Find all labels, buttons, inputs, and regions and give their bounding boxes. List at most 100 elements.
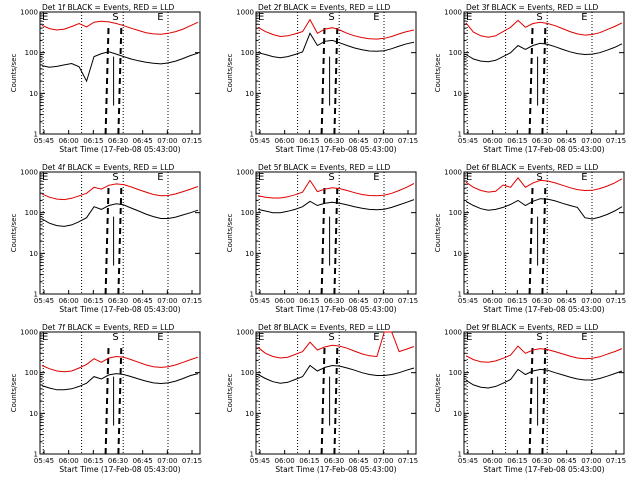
event-marker-label: S xyxy=(328,172,334,183)
slew-dashed-line xyxy=(541,23,547,135)
x-axis-label: Start Time (17-Feb-08 05:43:00) xyxy=(483,305,604,314)
y-axis-label: Counts/sec xyxy=(434,374,442,413)
x-tick-label: 07:00 xyxy=(373,297,393,305)
panel-title: Det 3f BLACK = Events, RED = LLD xyxy=(466,3,599,12)
x-tick-label: 07:00 xyxy=(581,297,601,305)
x-tick-label: 07:15 xyxy=(398,137,418,145)
slew-dashed-line xyxy=(117,343,123,455)
events-series-line xyxy=(465,42,623,63)
y-tick-label: 1 xyxy=(458,291,462,299)
lld-series-line xyxy=(41,20,199,35)
event-marker-label: E xyxy=(373,12,379,23)
event-marker-label: S xyxy=(536,332,542,343)
x-axis-label: Start Time (17-Feb-08 05:43:00) xyxy=(59,465,180,474)
slew-dashed-line xyxy=(528,23,534,135)
event-marker-label: E xyxy=(581,332,587,343)
event-marker-label: E xyxy=(466,172,472,183)
x-tick-label: 06:00 xyxy=(483,297,503,305)
slew-dashed-line xyxy=(320,23,326,135)
y-tick-label: 100 xyxy=(449,369,462,377)
x-tick-label: 06:45 xyxy=(349,137,369,145)
slew-dashed-line xyxy=(333,183,339,295)
slew-dashed-line xyxy=(104,343,110,455)
plot-frame xyxy=(463,11,625,135)
lld-series-line xyxy=(257,179,415,199)
x-tick-label: 06:00 xyxy=(483,137,503,145)
x-tick-label: 07:15 xyxy=(398,297,418,305)
x-tick-label: 05:45 xyxy=(458,457,478,465)
slew-dashed-line xyxy=(117,23,123,135)
x-tick-label: 06:15 xyxy=(507,297,527,305)
event-marker-label: S xyxy=(112,12,118,23)
slew-dashed-line xyxy=(320,343,326,455)
panel-2: Det 2f BLACK = Events, RED = LLD 1 10 100 10… xyxy=(226,3,418,154)
y-tick-label: 1000 xyxy=(20,9,38,17)
x-tick-label: 07:00 xyxy=(157,457,177,465)
event-marker-label: S xyxy=(536,12,542,23)
y-tick-label: 1000 xyxy=(20,329,38,337)
slew-dashed-line xyxy=(320,183,326,295)
x-tick-label: 06:45 xyxy=(133,137,153,145)
x-tick-label: 07:15 xyxy=(606,457,626,465)
x-tick-label: 06:15 xyxy=(299,297,319,305)
event-marker-label: S xyxy=(328,12,334,23)
x-tick-label: 05:45 xyxy=(250,457,270,465)
plot-frame xyxy=(255,331,417,455)
x-tick-label: 06:15 xyxy=(507,457,527,465)
event-marker-label: E xyxy=(258,172,264,183)
x-axis-label: Start Time (17-Feb-08 05:43:00) xyxy=(59,305,180,314)
y-tick-label: 1000 xyxy=(236,329,254,337)
event-marker-label: E xyxy=(258,12,264,23)
x-tick-label: 06:00 xyxy=(275,137,295,145)
y-tick-label: 100 xyxy=(25,209,38,217)
x-tick-label: 06:00 xyxy=(275,297,295,305)
x-tick-label: 07:00 xyxy=(373,457,393,465)
y-axis-label: Counts/sec xyxy=(10,54,18,93)
y-tick-label: 1000 xyxy=(236,169,254,177)
event-marker-label: E xyxy=(373,172,379,183)
plot-frame xyxy=(39,11,201,135)
x-tick-label: 06:30 xyxy=(324,297,344,305)
y-tick-label: 10 xyxy=(453,90,462,98)
y-axis-label: Counts/sec xyxy=(434,54,442,93)
x-axis-label: Start Time (17-Feb-08 05:43:00) xyxy=(59,145,180,154)
y-tick-label: 1 xyxy=(250,131,254,139)
panel-7: Det 7f BLACK = Events, RED = LLD 1 10 100 10… xyxy=(10,323,202,474)
y-tick-label: 1 xyxy=(34,451,38,459)
y-axis-label: Counts/sec xyxy=(434,214,442,253)
panel-8: Det 8f BLACK = Events, RED = LLD 1 10 100 10… xyxy=(226,323,418,474)
x-tick-label: 06:00 xyxy=(59,137,79,145)
x-tick-label: 06:45 xyxy=(133,297,153,305)
x-tick-label: 06:00 xyxy=(275,457,295,465)
x-tick-label: 05:45 xyxy=(458,297,478,305)
events-series-line xyxy=(41,373,199,391)
x-tick-label: 06:45 xyxy=(557,297,577,305)
y-tick-label: 100 xyxy=(449,209,462,217)
x-tick-label: 06:15 xyxy=(83,297,103,305)
x-axis-label: Start Time (17-Feb-08 05:43:00) xyxy=(275,305,396,314)
event-marker-label: E xyxy=(42,172,48,183)
y-tick-label: 1 xyxy=(34,291,38,299)
event-marker-label: E xyxy=(373,332,379,343)
x-tick-label: 06:15 xyxy=(299,137,319,145)
x-axis-label: Start Time (17-Feb-08 05:43:00) xyxy=(275,465,396,474)
y-tick-label: 10 xyxy=(453,250,462,258)
x-tick-label: 07:00 xyxy=(157,297,177,305)
x-tick-label: 06:45 xyxy=(557,137,577,145)
event-marker-label: E xyxy=(157,12,163,23)
x-tick-label: 06:00 xyxy=(59,457,79,465)
y-tick-label: 10 xyxy=(29,250,38,258)
x-tick-label: 06:30 xyxy=(532,297,552,305)
y-tick-label: 1 xyxy=(250,291,254,299)
panel-4: Det 4f BLACK = Events, RED = LLD 1 10 100 10… xyxy=(10,163,202,314)
x-tick-label: 07:00 xyxy=(581,137,601,145)
y-axis-label: Counts/sec xyxy=(226,214,234,253)
events-series-line xyxy=(257,199,415,214)
y-tick-label: 100 xyxy=(449,49,462,57)
slew-dashed-line xyxy=(541,343,547,455)
lld-series-line xyxy=(41,183,199,201)
x-tick-label: 06:45 xyxy=(349,457,369,465)
panel-title: Det 6f BLACK = Events, RED = LLD xyxy=(466,163,599,172)
x-tick-label: 07:00 xyxy=(157,137,177,145)
